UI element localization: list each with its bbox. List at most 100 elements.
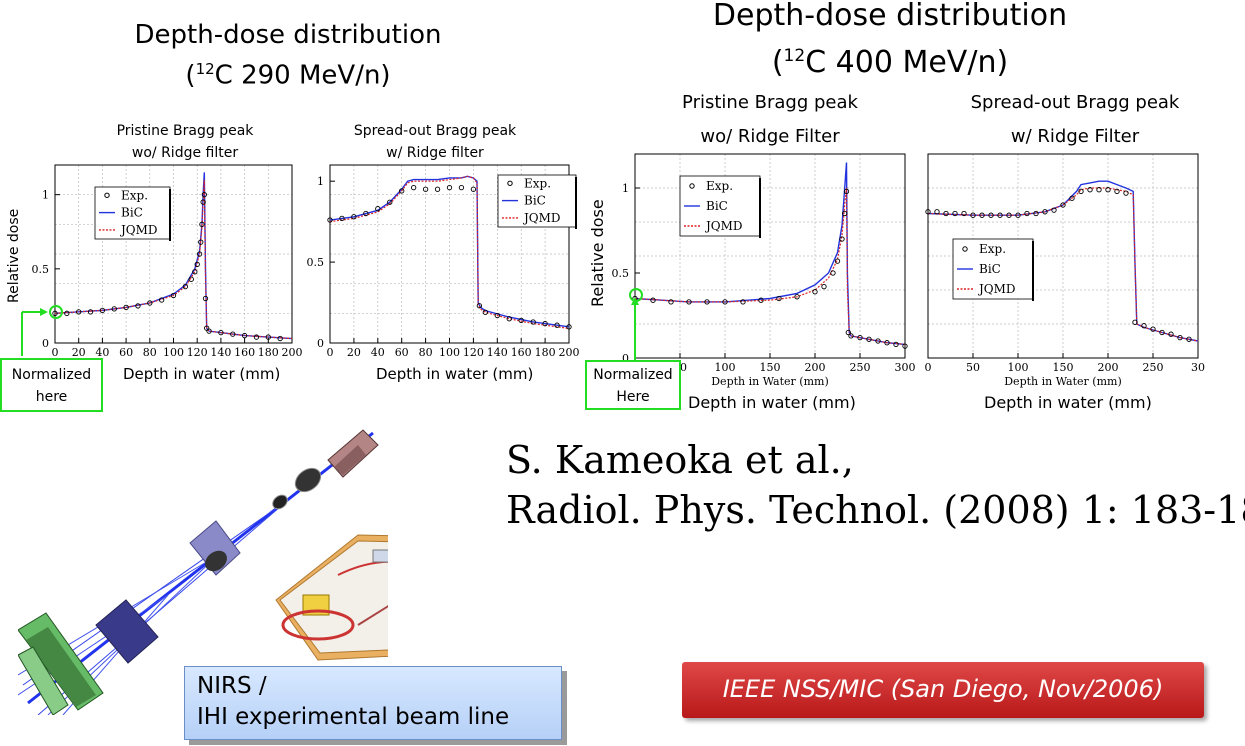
collimator-box — [95, 599, 159, 664]
exp-point — [52, 310, 58, 316]
exp-point — [198, 239, 204, 245]
exp-point — [650, 297, 656, 303]
exp-point — [458, 185, 465, 191]
exp-point — [253, 334, 260, 340]
exp-point — [830, 270, 836, 276]
legend: Exp. BiC JQMD — [952, 238, 1034, 301]
exp-point — [1132, 319, 1138, 325]
exp-point — [327, 217, 333, 223]
exp-point — [375, 206, 381, 212]
exp-point — [422, 186, 429, 192]
x-tick-label: 0 — [327, 346, 334, 359]
conference-badge: IEEE NSS/MIC (San Diego, Nov/2006) — [682, 662, 1204, 718]
x-tick-label: 300 — [895, 361, 916, 374]
x-tick-label: 100 — [1008, 361, 1029, 374]
exp-point — [182, 283, 189, 290]
exp-point — [111, 306, 117, 312]
chart4-title: Spread-out Bragg peak — [970, 92, 1180, 113]
legend-label: JQMD — [119, 223, 158, 237]
exp-point — [842, 210, 848, 217]
exp-point — [411, 185, 417, 191]
exp-point — [87, 309, 94, 315]
legend-marker-exp — [689, 183, 695, 189]
x-tick-label: 50 — [966, 361, 980, 374]
citation-journal: Radiol. Phys. Technol. (2008) 1: 183-187 — [506, 488, 1245, 532]
series-exp — [632, 188, 908, 349]
grid — [54, 165, 293, 344]
chart4-xlabel-outer: Depth in water (mm) — [984, 393, 1152, 412]
exp-point — [158, 297, 165, 303]
x-tick-label: 120 — [463, 346, 484, 359]
y-tick-label: 1 — [42, 189, 49, 202]
exp-point — [518, 317, 524, 323]
exp-point — [1024, 210, 1030, 217]
legend-label: JQMD — [522, 211, 561, 225]
exp-point — [1006, 212, 1012, 218]
chart3-xlabel-outer: Depth in water (mm) — [688, 393, 856, 412]
x-tick-label: 0 — [925, 361, 932, 374]
series-jqmd — [54, 179, 293, 340]
exp-point — [202, 295, 209, 302]
chart2-title: Spread-out Bragg peak — [353, 123, 517, 139]
right-heading-line1: Depth-dose distribution — [712, 0, 1068, 33]
normalized-arrow-right — [629, 288, 643, 360]
legend-marker-exp — [104, 192, 110, 198]
normalized-box-right: Normalized Here — [585, 360, 681, 410]
exp-point — [99, 307, 106, 314]
chart4-subtitle: w/ Ridge Filter — [1010, 126, 1140, 147]
x-tick-label: 200 — [559, 346, 580, 359]
exp-point — [1087, 187, 1093, 193]
legend: Exp. BiC JQMD — [679, 175, 761, 238]
left-heading-line1: Depth-dose distribution — [134, 20, 442, 50]
legend-label: Exp. — [979, 242, 1006, 256]
exp-point — [199, 221, 205, 227]
normalized-box-left-line2: here — [35, 389, 68, 405]
exp-point — [1105, 187, 1111, 193]
x-tick-label: 60 — [395, 346, 409, 359]
series-jqmd — [329, 175, 570, 330]
normalized-box-right-line1: Normalized — [593, 367, 673, 383]
detector-stack — [18, 612, 104, 715]
exp-point — [399, 188, 405, 194]
exp-point — [988, 212, 994, 218]
normalized-arrow-left — [21, 305, 63, 356]
x-tick-label: 20 — [347, 346, 361, 359]
beamline-illustration — [18, 429, 388, 715]
x-tick-label: 20 — [72, 346, 86, 359]
exp-point — [812, 289, 818, 295]
exp-point — [363, 210, 369, 217]
legend: Exp. BiC JQMD — [94, 186, 171, 241]
citation-authors: S. Kameoka et al., — [506, 438, 854, 482]
exp-point — [794, 294, 800, 300]
x-tick-label: 180 — [535, 346, 556, 359]
citation: S. Kameoka et al., Radiol. Phys. Technol… — [506, 435, 1245, 535]
exp-point — [979, 212, 985, 218]
exp-point — [722, 299, 728, 305]
exp-point — [194, 261, 200, 268]
quadrupole-2 — [272, 494, 288, 510]
x-tick-label: 250 — [850, 361, 871, 374]
x-tick-label: 80 — [143, 346, 157, 359]
x-tick-label: 100 — [163, 346, 184, 359]
exp-point — [997, 212, 1003, 218]
x-tick-label: 150 — [1053, 361, 1074, 374]
series-bic — [634, 162, 906, 346]
exp-point — [482, 309, 489, 315]
exp-point — [446, 185, 453, 191]
exp-point — [952, 210, 958, 217]
chart3-ylabel: Relative dose — [588, 199, 607, 307]
chart2-title-block: Spread-out Bragg peak w/ Ridge filter — [320, 120, 550, 164]
facility-floorplan — [275, 534, 388, 661]
exp-point — [704, 299, 710, 305]
exp-point — [196, 251, 203, 257]
chart2-subtitle: w/ Ridge filter — [386, 145, 484, 161]
quadrupole-1 — [294, 467, 322, 493]
exp-point — [1177, 334, 1183, 341]
chart3-title: Pristine Bragg peak — [682, 92, 858, 113]
x-tick-label: 100 — [439, 346, 460, 359]
exp-point — [530, 319, 536, 325]
x-tick-label: 40 — [371, 346, 385, 359]
exp-point — [1033, 210, 1039, 217]
exp-point — [961, 210, 967, 217]
